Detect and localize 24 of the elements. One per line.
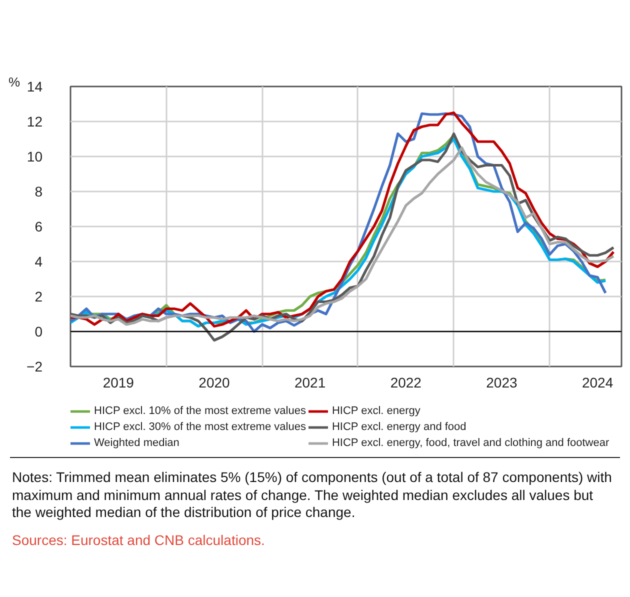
source-note: Sources: Eurostat and CNB calculations. [12,532,265,549]
y-axis-title: % [8,74,20,90]
x-tick-label: 2019 [102,374,134,390]
y-tick-label: 10 [26,148,43,164]
legend-label: HICP excl. energy and food [332,420,466,434]
y-tick-label: 12 [26,114,43,130]
y-tick-label: −2 [26,358,43,374]
x-tick-label: 2022 [390,374,422,390]
x-tick-label: 2024 [582,374,614,390]
legend-label: HICP excl. 30% of the most extreme values [94,420,306,434]
x-tick-label: 2023 [486,374,518,390]
x-tick-label: 2021 [294,374,326,390]
legend-label: HICP excl. 10% of the most extreme values [94,404,306,418]
y-tick-label: 14 [26,78,43,94]
y-tick-label: 8 [34,184,43,200]
x-tick-label: 2020 [198,374,230,390]
y-tick-label: 4 [34,254,43,270]
legend-label: HICP excl. energy [332,404,420,418]
text: Notes: Trimmed mean eliminates 5% (15%) of components (out of a total of 87 components) with maximum and minimum annual rates of change. The weighted median excludes all values but the weighted median of the distribution of price change. [12,469,612,522]
legend-label: HICP excl. energy, food, travel and clothing and footwear [332,436,610,450]
y-tick-label: 2 [34,288,43,304]
y-tick-label: 6 [34,218,43,234]
legend-label: Weighted median [94,436,180,450]
y-tick-label: 0 [34,324,43,340]
